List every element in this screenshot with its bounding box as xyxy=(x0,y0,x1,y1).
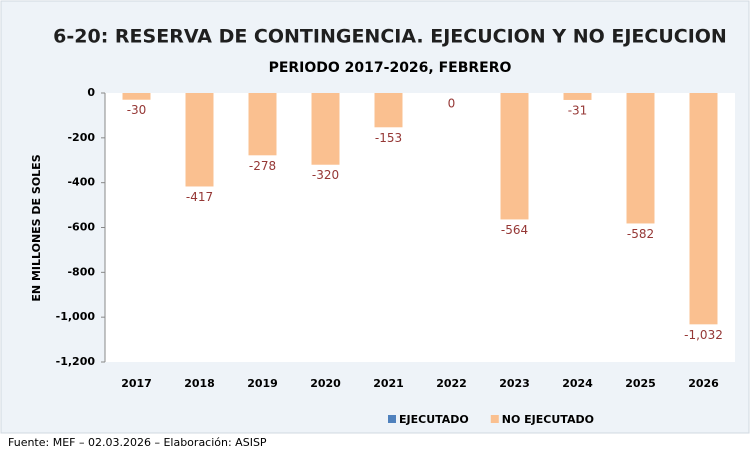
y-tick-label: -800 xyxy=(67,265,95,278)
bar xyxy=(689,93,718,325)
legend-swatch xyxy=(490,415,499,423)
legend-label: EJECUTADO xyxy=(399,413,469,426)
y-axis-label: EN MILLONES DE SOLES xyxy=(30,154,43,301)
chart-subtitle: PERIODO 2017-2026, FEBRERO xyxy=(269,60,512,76)
bar xyxy=(185,93,214,187)
bar xyxy=(374,93,403,128)
x-tick-label: 2023 xyxy=(499,377,530,390)
legend-swatch xyxy=(388,415,396,423)
x-tick-label: 2025 xyxy=(625,377,656,390)
bar xyxy=(563,93,592,100)
x-tick-label: 2026 xyxy=(688,377,719,390)
y-tick-label: 0 xyxy=(87,86,95,99)
x-tick-label: 2021 xyxy=(373,377,404,390)
legend-label: NO EJECUTADO xyxy=(502,413,594,426)
y-tick-label: -200 xyxy=(67,131,95,144)
data-label: -1,032 xyxy=(684,328,723,342)
data-label: -417 xyxy=(186,190,213,204)
chart-title: 6-20: RESERVA DE CONTINGENCIA. EJECUCION… xyxy=(53,26,727,48)
y-tick-label: -1,000 xyxy=(56,310,96,323)
x-tick-label: 2017 xyxy=(121,377,152,390)
x-tick-label: 2022 xyxy=(436,377,467,390)
data-label: -564 xyxy=(501,223,528,237)
data-label: -582 xyxy=(627,227,654,241)
y-tick-label: -1,200 xyxy=(56,355,96,368)
x-tick-label: 2020 xyxy=(310,377,341,390)
bar xyxy=(122,93,151,100)
data-label: -320 xyxy=(312,168,339,182)
data-label: -31 xyxy=(568,103,588,117)
y-tick-label: -400 xyxy=(67,176,95,189)
bar xyxy=(626,93,655,224)
x-tick-label: 2024 xyxy=(562,377,593,390)
data-label: 0 xyxy=(448,97,456,111)
x-tick-label: 2019 xyxy=(247,377,278,390)
bar xyxy=(500,93,529,220)
bar xyxy=(248,93,277,156)
x-tick-label: 2018 xyxy=(184,377,215,390)
y-tick-label: -600 xyxy=(67,221,95,234)
data-label: -30 xyxy=(127,103,147,117)
data-label: -278 xyxy=(249,159,276,173)
data-label: -153 xyxy=(375,131,402,145)
source-note: Fuente: MEF – 02.03.2026 – Elaboración: … xyxy=(8,436,267,449)
bar xyxy=(311,93,340,165)
